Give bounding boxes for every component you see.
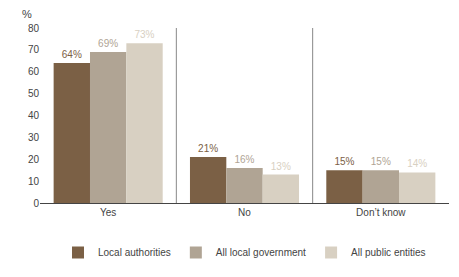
svg-text:Don’t know: Don’t know xyxy=(356,207,406,218)
svg-text:70: 70 xyxy=(28,44,40,55)
svg-text:64%: 64% xyxy=(62,49,82,60)
svg-text:69%: 69% xyxy=(98,38,118,49)
svg-text:16%: 16% xyxy=(234,154,254,165)
svg-text:10: 10 xyxy=(28,176,40,187)
svg-text:15%: 15% xyxy=(371,156,391,167)
svg-text:14%: 14% xyxy=(407,158,427,169)
svg-text:60: 60 xyxy=(28,66,40,77)
svg-text:Local authorities: Local authorities xyxy=(98,247,171,258)
svg-text:73%: 73% xyxy=(134,29,154,40)
svg-text:No: No xyxy=(238,207,251,218)
svg-text:50: 50 xyxy=(28,88,40,99)
svg-text:All local government: All local government xyxy=(216,247,306,258)
svg-text:%: % xyxy=(22,8,32,20)
svg-text:30: 30 xyxy=(28,132,40,143)
svg-text:15%: 15% xyxy=(334,156,354,167)
svg-text:40: 40 xyxy=(28,110,40,121)
svg-text:13%: 13% xyxy=(271,161,291,172)
svg-text:0: 0 xyxy=(33,198,39,209)
svg-text:All public entities: All public entities xyxy=(351,247,425,258)
svg-text:Yes: Yes xyxy=(100,207,116,218)
svg-text:20: 20 xyxy=(28,154,40,165)
svg-text:21%: 21% xyxy=(198,143,218,154)
svg-text:80: 80 xyxy=(28,23,40,34)
